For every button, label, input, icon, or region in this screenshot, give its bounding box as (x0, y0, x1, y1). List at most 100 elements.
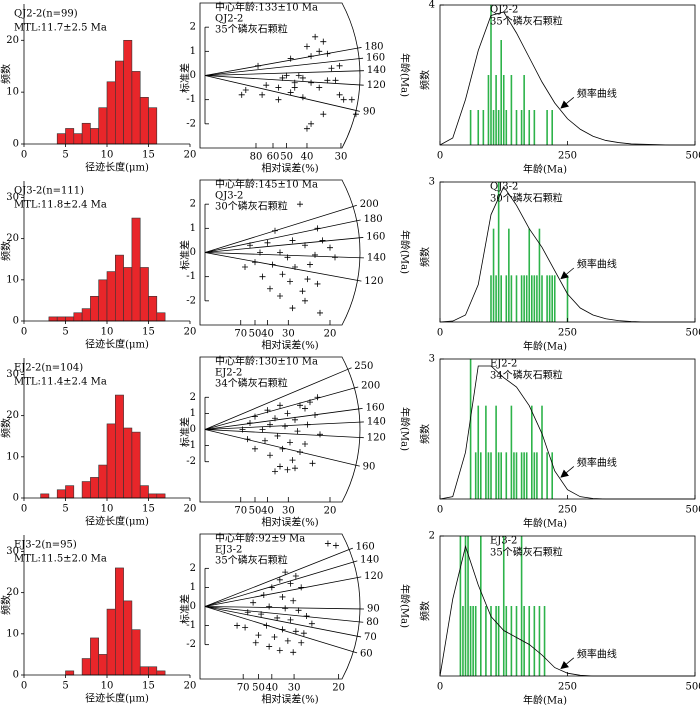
age-tick-label: 70 (364, 632, 377, 643)
grain-point (242, 87, 249, 93)
x-tick-label: 500 (685, 151, 700, 162)
grain-point (299, 94, 306, 101)
y2-axis-label: 年龄(Ma) (399, 230, 412, 274)
grain-point (327, 244, 333, 251)
grain-point (287, 616, 294, 623)
grain-point (282, 605, 289, 612)
age-tick-label: 160 (366, 232, 385, 243)
grain-point (303, 613, 310, 620)
grain-point (274, 432, 281, 439)
grain-point (277, 249, 283, 256)
grain-point (275, 96, 282, 103)
grain-point (303, 125, 310, 132)
age-ray (204, 252, 360, 259)
y-tick-label: -1 (186, 94, 196, 105)
grain-point (267, 452, 273, 459)
grain-point (272, 468, 278, 475)
grain-point (319, 237, 326, 244)
grain-point (255, 62, 262, 69)
bar (90, 637, 100, 676)
y-tick-label: 1 (190, 408, 196, 419)
bar (81, 658, 91, 676)
x-tick-label: 40 (301, 152, 314, 163)
bar (131, 217, 141, 322)
annotation: 频率曲线 (577, 258, 617, 271)
bar (65, 670, 75, 676)
grain-point (264, 407, 271, 414)
mtl-label: MTL:11.7±2.5 Ma (14, 23, 107, 34)
y-tick-label: 0 (13, 139, 19, 150)
age-tick-label: 120 (364, 571, 383, 582)
grain-point (298, 639, 305, 646)
x-tick-label: 250 (558, 682, 577, 693)
y-tick-label: 3 (429, 177, 435, 188)
grain-point (282, 423, 288, 430)
bar (90, 477, 100, 499)
y-tick-label: 0 (190, 601, 196, 612)
grain-point (298, 584, 305, 591)
y-tick-label: 10 (6, 87, 19, 98)
grain-point (266, 603, 273, 610)
bar (90, 128, 100, 145)
grain-point (287, 580, 294, 587)
y-tick-label: -1 (186, 271, 196, 282)
x-axis-label: 径迹长度(μm) (85, 338, 149, 351)
grain-point (332, 254, 338, 261)
bar (56, 316, 66, 322)
y-tick-label: 30 (6, 192, 19, 203)
x-tick-label: 60 (267, 152, 280, 163)
age-ray (204, 75, 357, 111)
x-tick-label: 20 (324, 506, 337, 517)
grain-point (258, 611, 265, 618)
x-axis-label: 相对误差(%) (261, 162, 318, 175)
age-tick (358, 408, 363, 410)
age-ray (204, 58, 360, 76)
y-tick-label: 1 (190, 223, 196, 234)
sample-name: QJ3-2 (490, 182, 518, 193)
x-axis-label: 年龄(Ma) (523, 163, 567, 176)
age-ray (204, 606, 360, 623)
age-tick-label: 60 (360, 648, 373, 659)
y-tick-label: -2 (186, 118, 196, 129)
grain-point (289, 305, 296, 312)
grain-point (299, 288, 306, 295)
grain-point (252, 259, 258, 266)
x-tick-label: 20 (184, 150, 197, 161)
grain-count: 30个磷灰石颗粒 (490, 192, 563, 205)
grain-point (277, 463, 283, 470)
bar (56, 489, 66, 499)
age-tick-label: 120 (367, 80, 386, 91)
x-tick-label: 30 (335, 152, 348, 163)
y-axis-label: 频数 (419, 70, 432, 90)
grain-point (308, 620, 315, 627)
grain-point (272, 227, 278, 234)
y-axis-label: 标准差 (179, 594, 192, 624)
bar (123, 267, 133, 322)
grain-point (308, 53, 315, 60)
annotation-arrow (560, 657, 575, 670)
grain-point (287, 89, 294, 96)
bar (90, 295, 100, 322)
bar (81, 481, 91, 499)
y-tick-label: 0 (190, 70, 196, 81)
x-tick-label: 40 (265, 683, 278, 694)
plot-frame (439, 535, 696, 677)
sample-name: QJ2-2 (490, 5, 518, 16)
bar (81, 308, 91, 322)
grain-point (289, 457, 296, 464)
y2-axis-label: 年龄(Ma) (399, 53, 412, 97)
y-tick-label: 1 (190, 582, 196, 593)
x-tick-label: 250 (558, 328, 577, 339)
bar (115, 394, 124, 499)
x-tick-label: 20 (332, 683, 345, 694)
age-tick-label: 80 (366, 617, 379, 628)
age-ray (204, 606, 358, 637)
age-tick (355, 464, 360, 467)
bar (106, 81, 116, 145)
x-tick-label: 5 (62, 504, 68, 515)
x-tick-label: 10 (101, 504, 114, 515)
age-ray (204, 549, 350, 607)
sample-name: EJ3-2 (215, 545, 242, 556)
age-tick (347, 367, 352, 370)
